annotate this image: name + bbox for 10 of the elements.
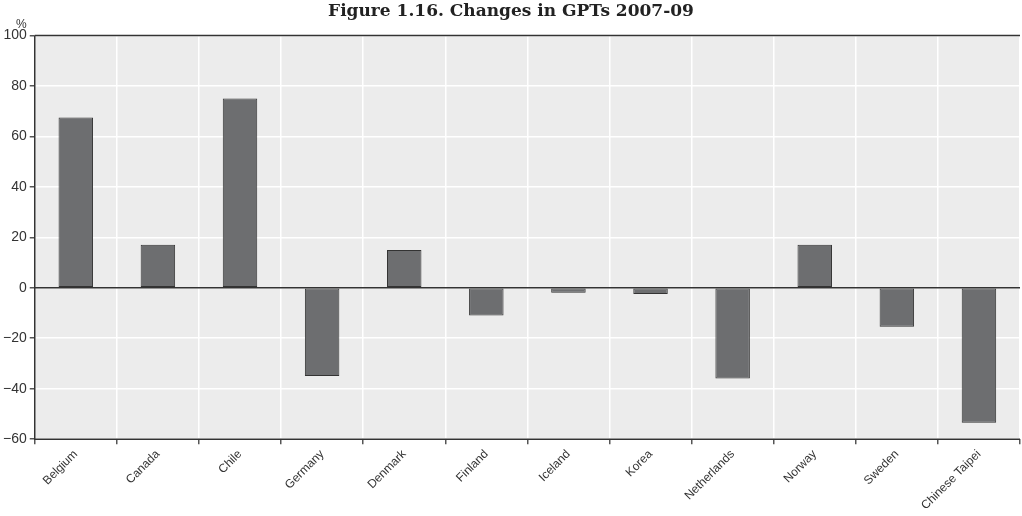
y-tick-label: 0 <box>18 278 27 295</box>
y-tick-label: −60 <box>3 430 27 447</box>
y-tick-label: −40 <box>3 379 27 396</box>
y-tick-label: 80 <box>11 76 27 93</box>
y-axis-title: % <box>16 17 27 31</box>
y-tick-label: 60 <box>11 127 27 144</box>
y-tick-label: −20 <box>3 329 27 346</box>
y-tick-label: 40 <box>11 177 27 194</box>
y-tick-label: 20 <box>11 228 27 245</box>
chart-title: Figure 1.16. Changes in GPTs 2007-09 <box>328 0 694 20</box>
